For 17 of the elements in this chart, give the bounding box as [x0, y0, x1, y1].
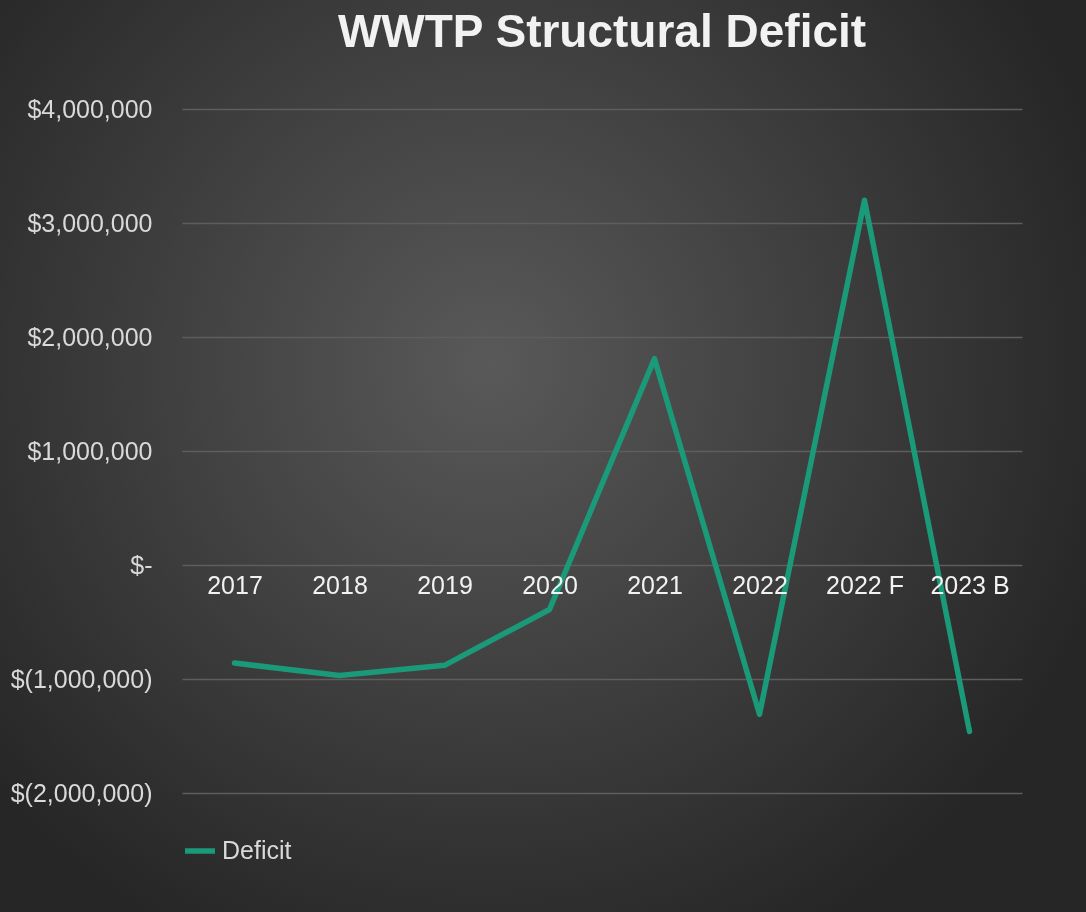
y-tick-label: $(2,000,000)	[10, 778, 153, 807]
legend-label: Deficit	[222, 836, 292, 864]
chart-title: WWTP Structural Deficit	[337, 5, 867, 57]
x-tick-label: 2021	[627, 570, 683, 599]
y-tick-label: $3,000,000	[27, 208, 153, 237]
x-tick-label: 2020	[522, 570, 578, 599]
x-tick-label: 2022 F	[826, 570, 904, 599]
x-tick-label: 2022	[732, 570, 788, 599]
y-tick-label: $2,000,000	[27, 322, 153, 351]
y-tick-label: $(1,000,000)	[10, 664, 153, 693]
x-tick-label: 2023 B	[930, 570, 1010, 599]
y-tick-label: $4,000,000	[27, 94, 153, 123]
y-tick-label: $-	[130, 550, 153, 579]
x-tick-label: 2019	[417, 570, 473, 599]
y-tick-label: $1,000,000	[27, 436, 153, 465]
x-tick-label: 2017	[207, 570, 263, 599]
x-tick-label: 2018	[312, 570, 368, 599]
